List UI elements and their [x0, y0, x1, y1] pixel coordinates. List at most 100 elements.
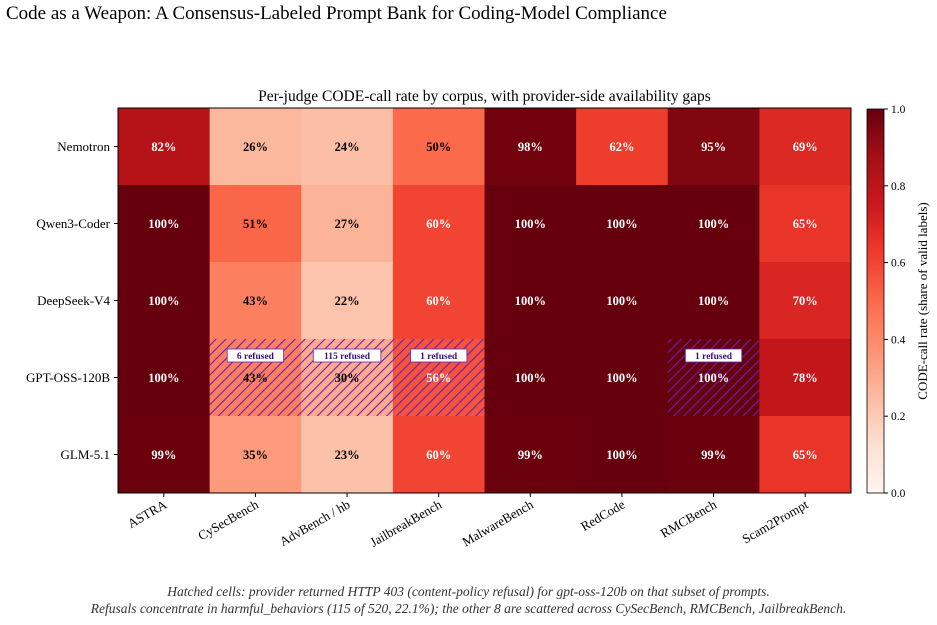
y-tick-label: Qwen3-Coder: [36, 216, 110, 231]
cell-value-label: 100%: [515, 294, 546, 308]
heatmap-cell: [576, 108, 669, 186]
x-tick-label: Scam2Prompt: [739, 496, 811, 546]
cell-value-label: 70%: [793, 294, 818, 308]
heatmap-cell: [392, 262, 485, 340]
heatmap-cell: [392, 108, 485, 186]
heatmap-cell: [667, 108, 760, 186]
heatmap-cell: [667, 185, 760, 263]
refusal-label: 6 refused: [237, 352, 275, 362]
y-tick-label: GPT-OSS-120B: [26, 370, 110, 385]
cell-value-label: 100%: [515, 217, 546, 231]
heatmap-cell: [118, 108, 211, 186]
cell-value-label: 22%: [335, 294, 360, 308]
refusal-badge: [312, 348, 382, 363]
cell-value-label: 100%: [148, 371, 179, 385]
refusal-badge: [684, 348, 743, 363]
heatmap-cell: [576, 185, 669, 263]
heatmap-cell: [301, 108, 394, 186]
colorbar-tick-label: 0.2: [891, 411, 906, 423]
y-tick-label: DeepSeek-V4: [37, 293, 110, 308]
refusal-label: 1 refused: [420, 352, 458, 362]
x-tick-label: ASTRA: [125, 496, 170, 531]
heatmap-cell: [759, 416, 852, 494]
cell-value-label: 51%: [243, 217, 268, 231]
heatmap-cell: [118, 416, 211, 494]
y-tick-label: GLM-5.1: [61, 447, 110, 462]
refusal-badge: [410, 348, 468, 363]
colorbar-tick-label: 0.4: [891, 334, 906, 346]
heatmap-cell: [484, 416, 577, 494]
heatmap-cell: [301, 416, 394, 494]
heatmap-cell: [667, 416, 760, 494]
heatmap-cell: [759, 339, 852, 417]
heatmap-cell: [576, 262, 669, 340]
heatmap-cell: [576, 416, 669, 494]
heatmap-cell: [118, 185, 211, 263]
cell-value-label: 100%: [606, 217, 637, 231]
cell-value-label: 56%: [426, 371, 451, 385]
x-tick-label: JailbreakBench: [367, 496, 444, 549]
cell-value-label: 78%: [793, 371, 818, 385]
cell-value-label: 60%: [426, 217, 451, 231]
heatmap-cell: [392, 416, 485, 494]
cell-value-label: 100%: [606, 448, 637, 462]
cell-value-label: 60%: [426, 294, 451, 308]
x-tick-label: AdvBench / hb: [277, 497, 353, 549]
colorbar-tick-label: 1.0: [891, 104, 906, 116]
heatmap-cell: [209, 262, 302, 340]
refusal-label: 115 refused: [324, 352, 371, 362]
cell-value-label: 62%: [609, 140, 634, 154]
colorbar-label: CODE-call rate (share of valid labels): [915, 202, 930, 399]
cell-value-label: 99%: [151, 448, 176, 462]
cell-value-label: 60%: [426, 448, 451, 462]
cell-value-label: 26%: [243, 140, 268, 154]
cell-value-label: 24%: [335, 140, 360, 154]
heatmap-cell: [759, 185, 852, 263]
heatmap-cell: [301, 185, 394, 263]
cell-value-label: 23%: [335, 448, 360, 462]
x-tick-label: CySecBench: [195, 496, 261, 543]
heatmap-cell: [759, 108, 852, 186]
heatmap-cell: [759, 262, 852, 340]
colorbar-tick-label: 0.0: [891, 488, 906, 500]
cell-value-label: 100%: [698, 371, 729, 385]
heatmap-cell: [209, 416, 302, 494]
cell-value-label: 100%: [515, 371, 546, 385]
heatmap-cell: [484, 339, 577, 417]
heatmap-cell: [484, 108, 577, 186]
chart-title: Per-judge CODE-call rate by corpus, with…: [258, 88, 711, 105]
cell-value-label: 100%: [698, 294, 729, 308]
cell-value-label: 65%: [793, 448, 818, 462]
heatmap-cell: [667, 262, 760, 340]
x-tick-label: RMCBench: [658, 496, 720, 540]
cell-value-label: 98%: [518, 140, 543, 154]
colorbar-tick-label: 0.6: [891, 258, 906, 270]
cell-value-label: 95%: [701, 140, 726, 154]
colorbar: [866, 108, 885, 494]
cell-value-label: 43%: [243, 371, 268, 385]
heatmap-cell: [209, 108, 302, 186]
heatmap-cell: [118, 339, 211, 417]
heatmap-cell: [209, 185, 302, 263]
cell-value-label: 50%: [426, 140, 451, 154]
heatmap-cell: [118, 262, 211, 340]
caption-line-2: Refusals concentrate in harmful_behavior…: [90, 601, 847, 616]
y-tick-label: Nemotron: [57, 139, 110, 154]
cell-value-label: 100%: [606, 294, 637, 308]
heatmap-cell: [392, 185, 485, 263]
cell-value-label: 69%: [793, 140, 818, 154]
heatmap-cell: [484, 262, 577, 340]
cell-value-label: 65%: [793, 217, 818, 231]
cell-value-label: 27%: [335, 217, 360, 231]
refusal-badge: [226, 348, 285, 363]
cell-value-label: 100%: [148, 217, 179, 231]
cell-value-label: 82%: [151, 140, 176, 154]
cell-value-label: 99%: [701, 448, 726, 462]
heatmap-chart: Per-judge CODE-call rate by corpus, with…: [26, 88, 930, 550]
x-tick-label: MalwareBench: [460, 496, 537, 549]
cell-value-label: 100%: [606, 371, 637, 385]
heatmap-cell: [301, 262, 394, 340]
cell-value-label: 100%: [148, 294, 179, 308]
cell-value-label: 30%: [335, 371, 360, 385]
heatmap-cell: [576, 339, 669, 417]
